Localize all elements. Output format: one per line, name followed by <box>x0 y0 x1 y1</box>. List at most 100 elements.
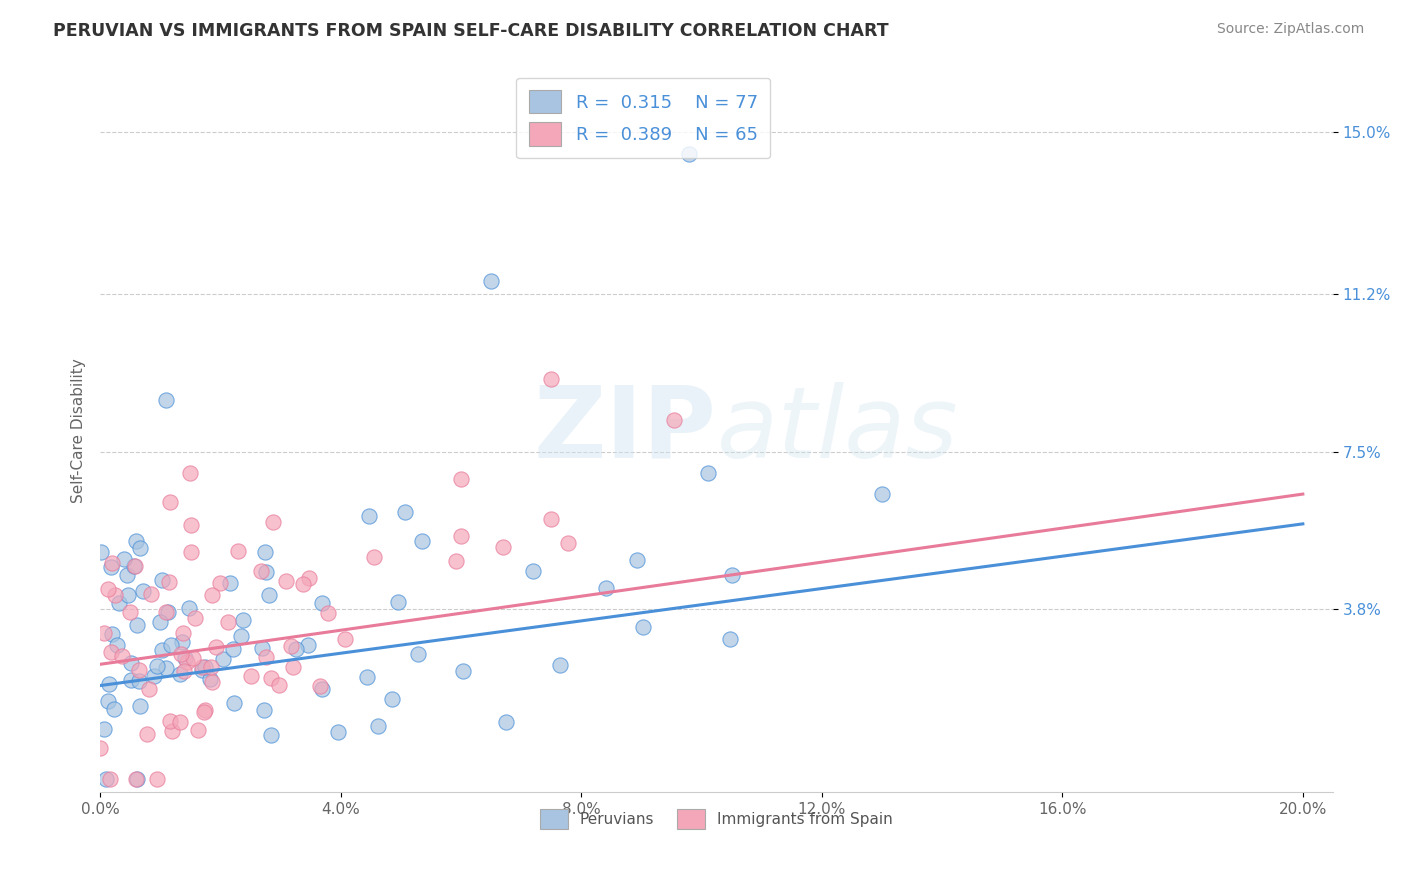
Point <box>326 725 349 739</box>
Point <box>201 588 224 602</box>
Point <box>356 670 378 684</box>
Point <box>120 657 142 671</box>
Point <box>97 582 120 596</box>
Point <box>181 650 204 665</box>
Point <box>212 652 235 666</box>
Point <box>180 545 202 559</box>
Point <box>115 568 138 582</box>
Point <box>260 728 283 742</box>
Point <box>870 486 893 500</box>
Point <box>283 660 305 674</box>
Point <box>262 515 284 529</box>
Point <box>205 640 228 654</box>
Point <box>240 669 263 683</box>
Point <box>721 568 744 582</box>
Point <box>217 615 239 629</box>
Point <box>112 551 135 566</box>
Point <box>408 647 430 661</box>
Point <box>179 466 201 480</box>
Point <box>101 556 124 570</box>
Text: ZIP: ZIP <box>534 382 717 479</box>
Point <box>125 772 148 787</box>
Point <box>100 772 122 787</box>
Point <box>104 588 127 602</box>
Point <box>540 512 562 526</box>
Point <box>260 671 283 685</box>
Point <box>129 699 152 714</box>
Point <box>132 583 155 598</box>
Point <box>311 596 333 610</box>
Point <box>159 495 181 509</box>
Point <box>177 600 200 615</box>
Point <box>96 772 118 787</box>
Point <box>224 696 246 710</box>
Point <box>595 581 617 595</box>
Point <box>120 673 142 687</box>
Point <box>90 545 112 559</box>
Point <box>149 615 172 629</box>
Point <box>117 588 139 602</box>
Point <box>97 677 120 691</box>
Point <box>156 606 179 620</box>
Point <box>662 413 685 427</box>
Point <box>311 681 333 696</box>
Point <box>157 574 180 589</box>
Point <box>221 641 243 656</box>
Point <box>411 533 433 548</box>
Point <box>169 714 191 729</box>
Point <box>250 641 273 656</box>
Point <box>450 529 472 543</box>
Point <box>678 146 700 161</box>
Point <box>226 543 249 558</box>
Point <box>105 638 128 652</box>
Point <box>103 702 125 716</box>
Point <box>253 703 276 717</box>
Point <box>173 665 195 679</box>
Text: Source: ZipAtlas.com: Source: ZipAtlas.com <box>1216 22 1364 37</box>
Point <box>110 648 132 663</box>
Point <box>718 632 741 646</box>
Point <box>479 274 502 288</box>
Point <box>697 467 720 481</box>
Point <box>285 642 308 657</box>
Point <box>180 518 202 533</box>
Point <box>136 727 159 741</box>
Point <box>194 704 217 718</box>
Text: PERUVIAN VS IMMIGRANTS FROM SPAIN SELF-CARE DISABILITY CORRELATION CHART: PERUVIAN VS IMMIGRANTS FROM SPAIN SELF-C… <box>53 22 889 40</box>
Point <box>172 625 194 640</box>
Point <box>333 632 356 647</box>
Point <box>359 509 381 524</box>
Point <box>170 647 193 661</box>
Point <box>124 559 146 574</box>
Point <box>257 588 280 602</box>
Point <box>219 575 242 590</box>
Point <box>631 620 654 634</box>
Point <box>125 533 148 548</box>
Point <box>548 658 571 673</box>
Point <box>146 772 169 787</box>
Point <box>128 673 150 688</box>
Point <box>557 536 579 550</box>
Point <box>191 663 214 677</box>
Point <box>138 682 160 697</box>
Point <box>155 393 177 408</box>
Point <box>97 694 120 708</box>
Point <box>200 674 222 689</box>
Point <box>128 663 150 677</box>
Point <box>253 545 276 559</box>
Point <box>387 595 409 609</box>
Point <box>100 645 122 659</box>
Point <box>125 618 148 632</box>
Point <box>159 714 181 728</box>
Point <box>172 635 194 649</box>
Point <box>450 472 472 486</box>
Y-axis label: Self-Care Disability: Self-Care Disability <box>72 358 86 502</box>
Point <box>540 372 562 386</box>
Point <box>292 577 315 591</box>
Point <box>316 607 339 621</box>
Point <box>394 505 416 519</box>
Point <box>193 706 215 720</box>
Point <box>143 669 166 683</box>
Point <box>146 658 169 673</box>
Point <box>254 565 277 579</box>
